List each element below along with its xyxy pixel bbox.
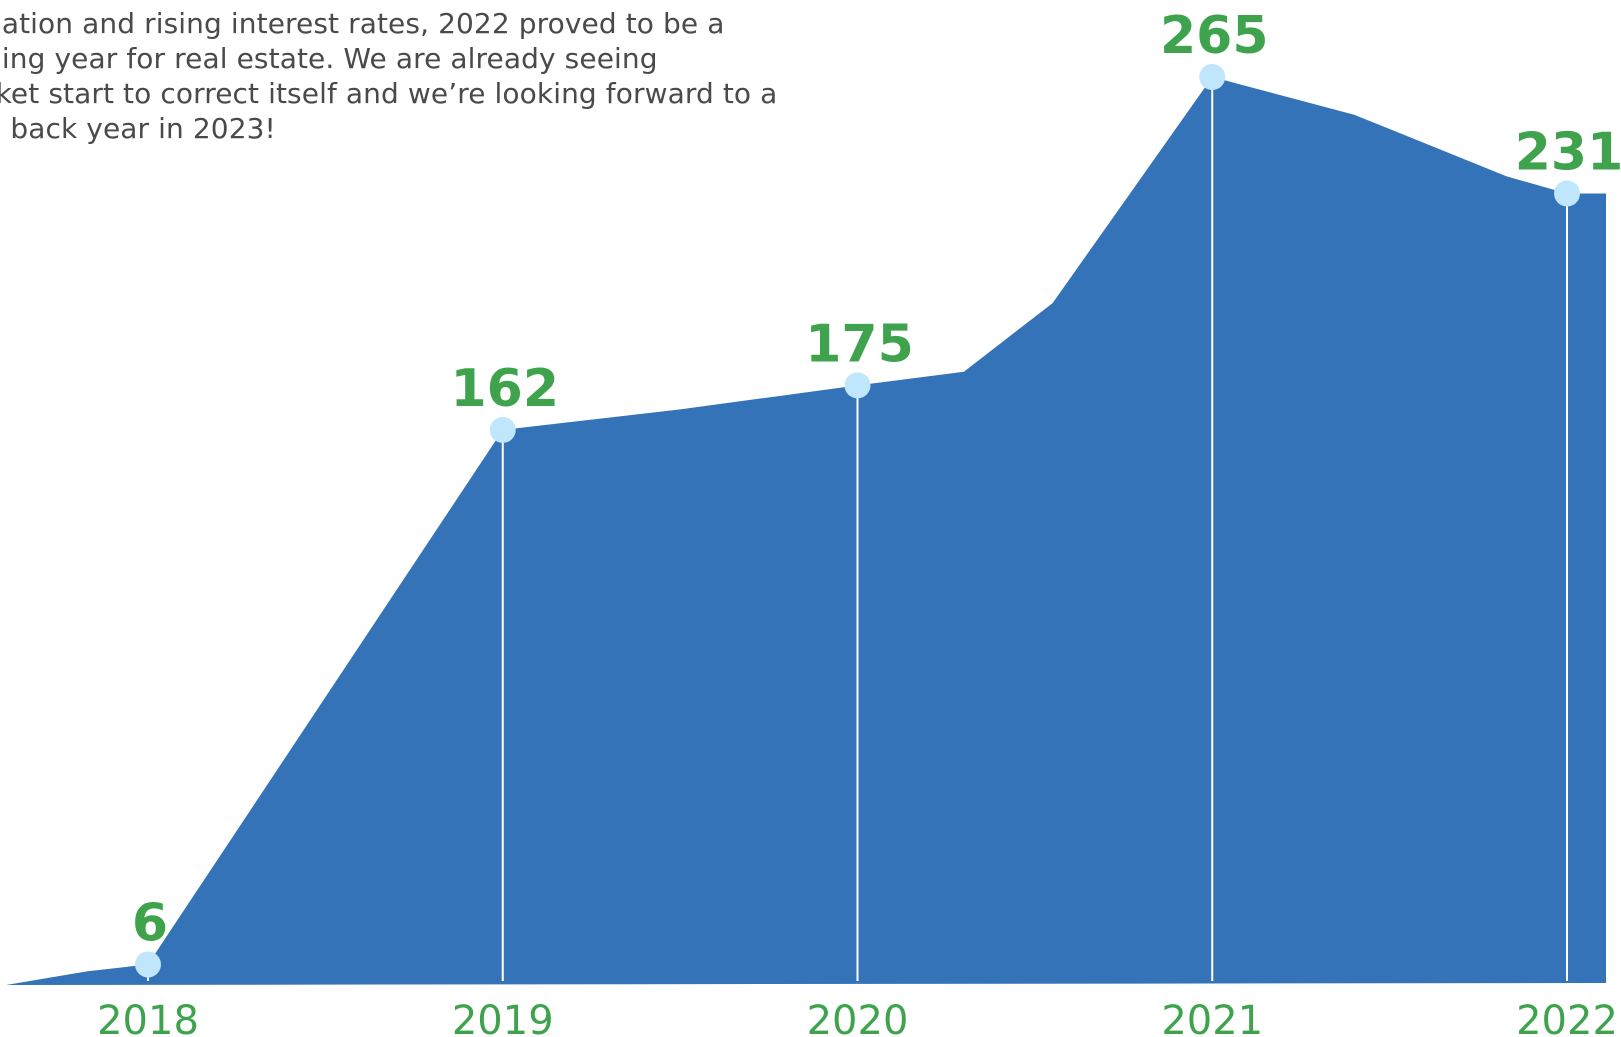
x-tick-label-2019: 2019 xyxy=(452,998,554,1037)
data-point-2019 xyxy=(489,416,516,443)
data-point-2022 xyxy=(1554,180,1580,207)
data-point-2020 xyxy=(844,372,871,399)
value-label-2022: 231 xyxy=(1515,122,1621,182)
intro-line-1: flation and rising interest rates, 2022 … xyxy=(0,7,725,40)
x-tick-label-2022: 2022 xyxy=(1516,998,1618,1037)
intro-line-2: ging year for real estate. We are alread… xyxy=(0,42,658,75)
intro-line-4: e back year in 2023! xyxy=(0,112,276,145)
data-point-2021 xyxy=(1199,64,1226,90)
value-label-2018: 6 xyxy=(132,893,168,953)
x-tick-label-2018: 2018 xyxy=(97,998,199,1037)
x-tick-label-2021: 2021 xyxy=(1161,998,1263,1037)
value-label-2019: 162 xyxy=(450,359,559,419)
data-point-2018 xyxy=(135,951,161,978)
x-tick-label-2020: 2020 xyxy=(807,998,909,1037)
intro-line-3: rket start to correct itself and we’re l… xyxy=(0,77,778,110)
value-label-2020: 175 xyxy=(805,314,914,374)
area-series xyxy=(6,77,1607,985)
value-label-2021: 265 xyxy=(1160,6,1269,66)
intro-paragraph: flation and rising interest rates, 2022 … xyxy=(0,6,844,146)
